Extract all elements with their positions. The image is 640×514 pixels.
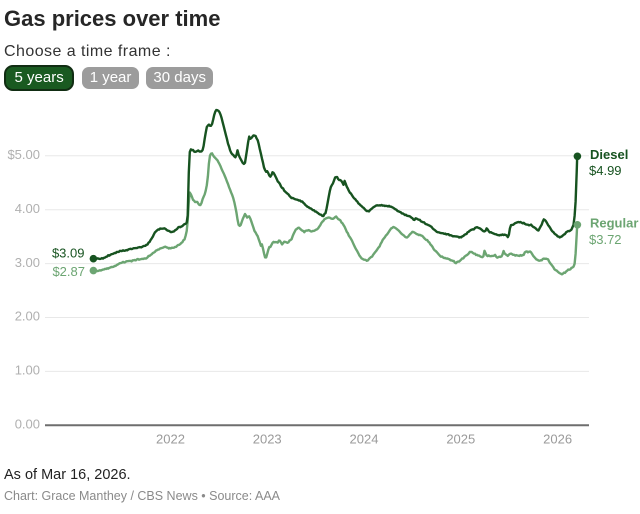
svg-text:Regular: Regular [590,215,638,230]
svg-text:2024: 2024 [350,432,379,447]
svg-text:2026: 2026 [543,432,572,447]
svg-text:2.00: 2.00 [15,309,40,324]
svg-text:$5.00: $5.00 [7,147,40,162]
svg-text:$2.87: $2.87 [52,264,85,279]
svg-text:Diesel: Diesel [590,147,628,162]
svg-text:4.00: 4.00 [15,201,40,216]
svg-text:2025: 2025 [446,432,475,447]
svg-text:3.00: 3.00 [15,255,40,270]
svg-text:1.00: 1.00 [15,363,40,378]
svg-text:0.00: 0.00 [15,417,40,432]
svg-text:$3.09: $3.09 [52,246,85,261]
svg-text:$3.72: $3.72 [589,232,622,247]
svg-text:$4.99: $4.99 [589,163,622,178]
svg-text:2023: 2023 [253,432,282,447]
svg-text:2022: 2022 [156,432,185,447]
